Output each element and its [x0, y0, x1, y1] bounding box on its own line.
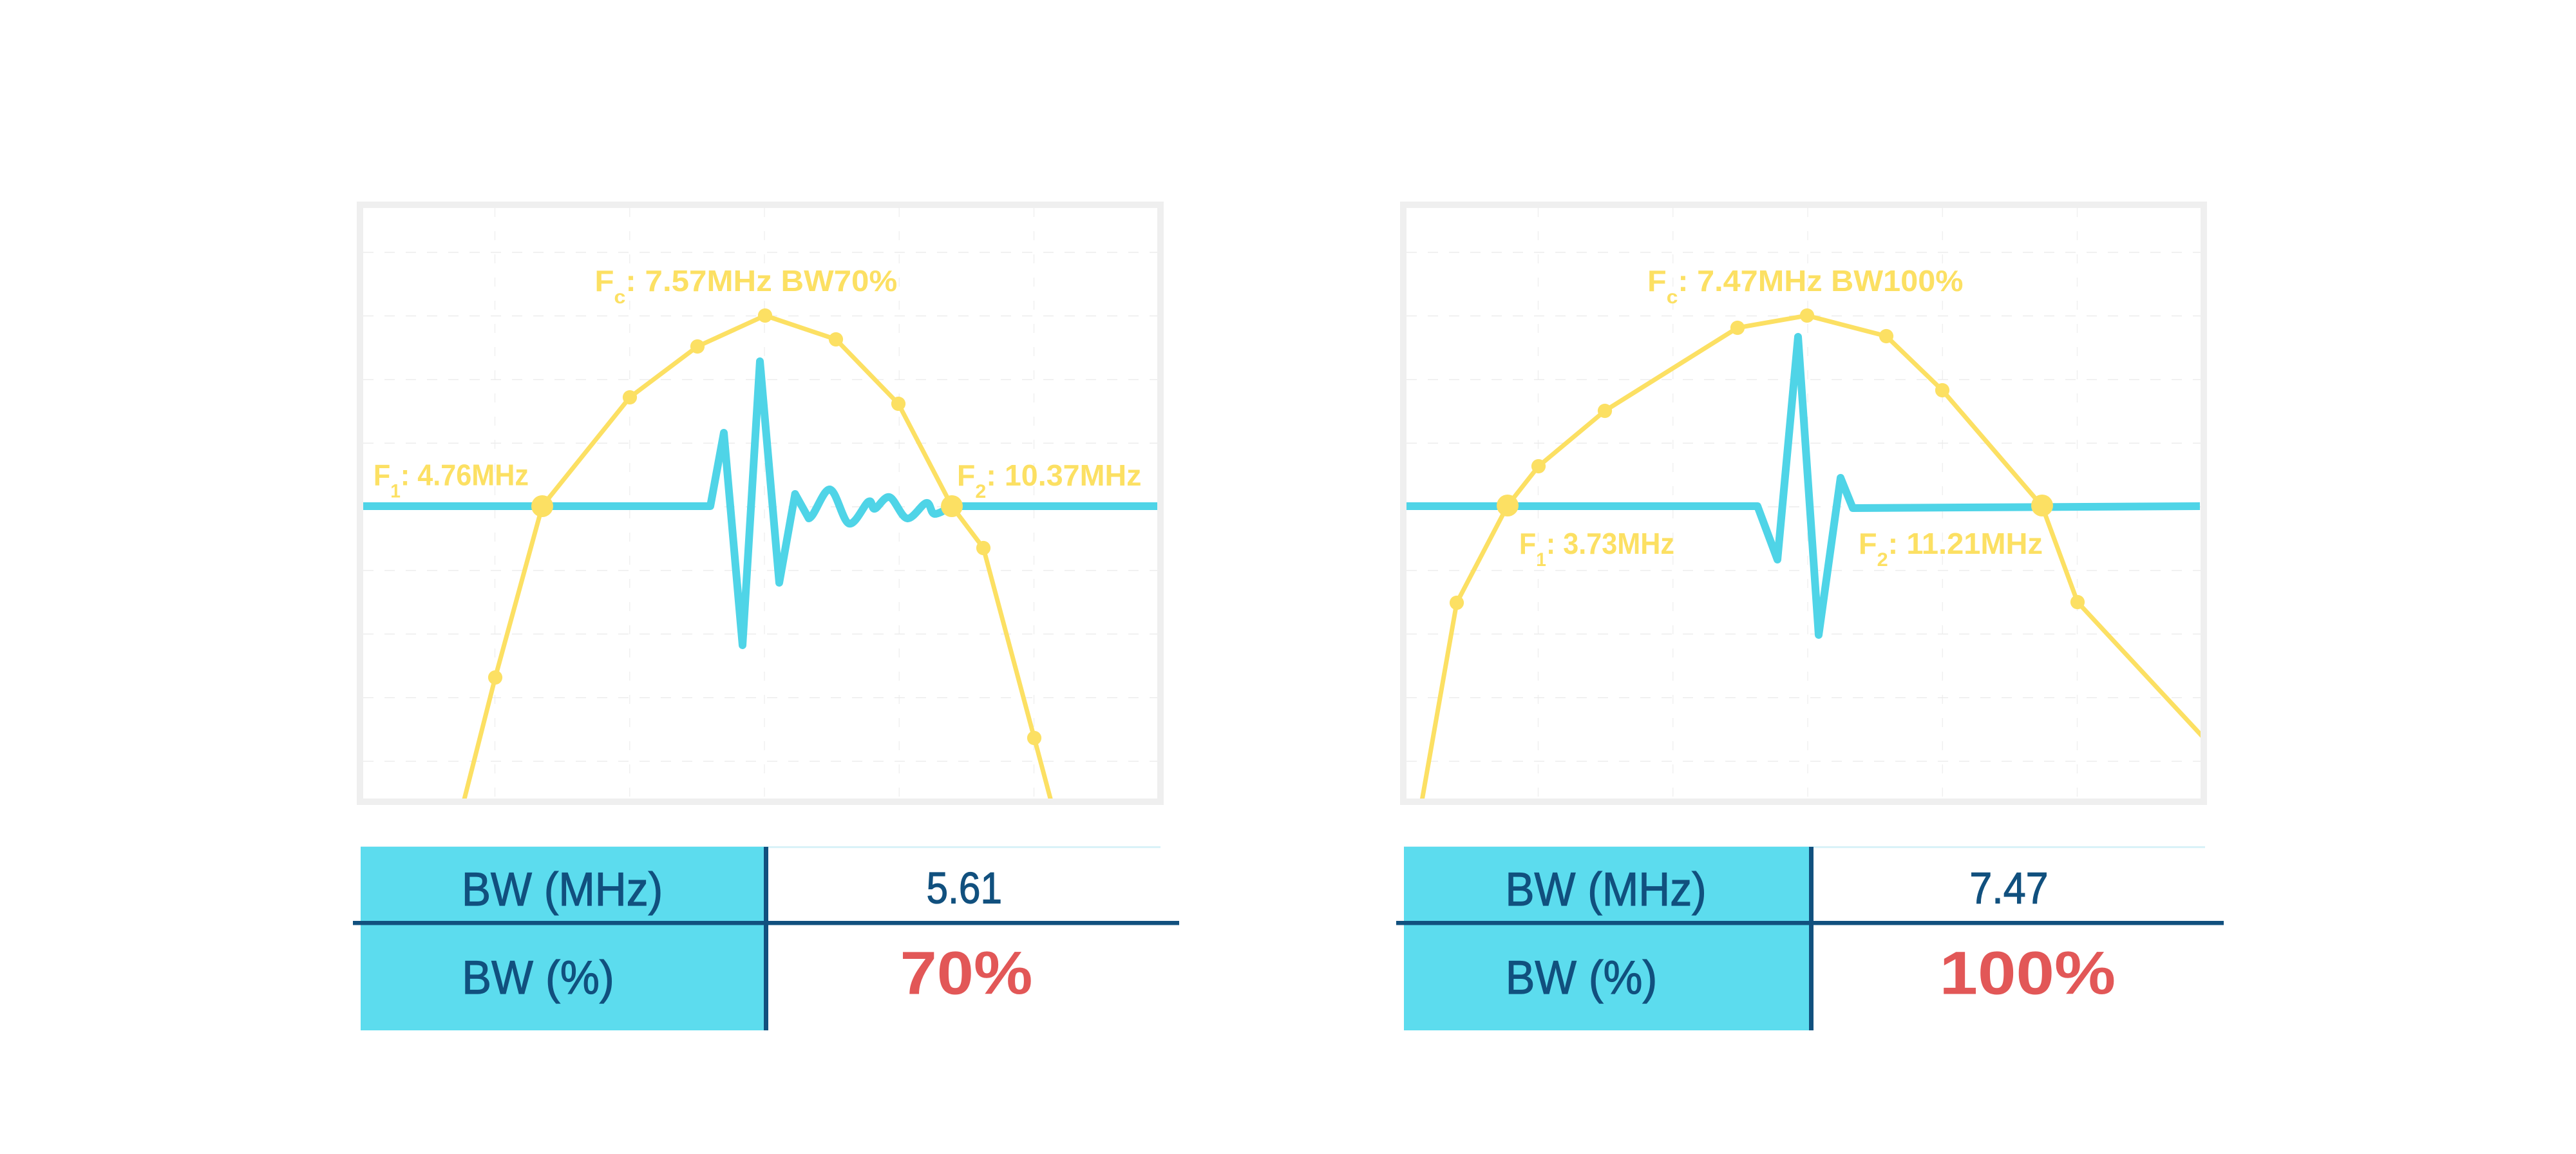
svg-text:BW (MHz): BW (MHz): [1505, 863, 1706, 916]
svg-text:BW (%): BW (%): [462, 952, 614, 1004]
svg-text:100%: 100%: [1940, 939, 2116, 1007]
svg-text:BW (MHz): BW (MHz): [462, 863, 663, 916]
svg-text:5.61: 5.61: [927, 863, 1002, 913]
svg-text:7.47: 7.47: [1969, 863, 2048, 913]
svg-text:BW (%): BW (%): [1506, 951, 1657, 1004]
svg-text:70%: 70%: [900, 938, 1033, 1007]
